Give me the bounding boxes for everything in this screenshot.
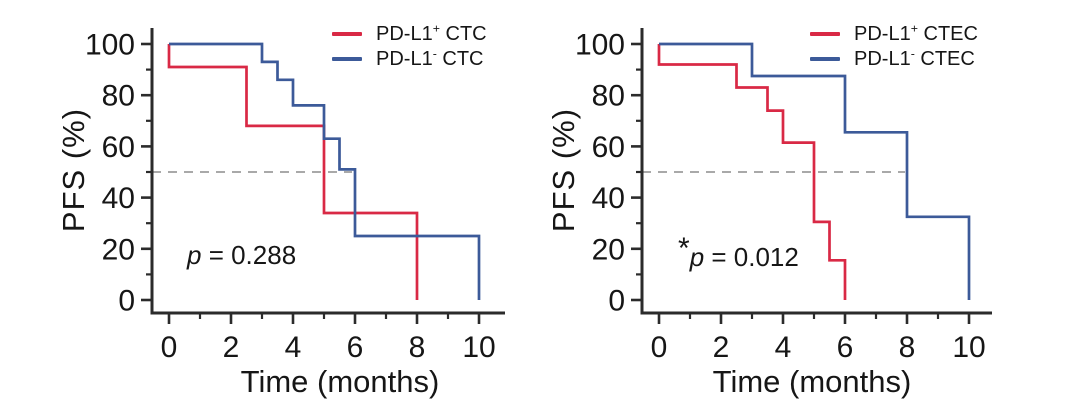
x-axis-label-left: Time (months) [240,364,440,399]
legend-label-sup: - [910,46,915,61]
p-value-left: p = 0.288 [187,240,296,271]
legend-item: PD-L1- CTEC [810,46,978,70]
legend-label-prefix: PD-L1 [854,23,911,45]
y-tick-label: 80 [102,80,135,113]
y-tick-label: 0 [118,285,135,318]
legend-item: PD-L1- CTC [332,46,487,70]
legend-label-rest: CTEC [917,23,978,45]
x-tick-label: 10 [952,331,985,364]
legend-line-pdl1-negative-ctc [332,57,362,61]
km-chart-ctec: 0 20 40 60 80 100 0 2 4 6 8 10 [575,28,992,364]
km-curve-pdl1-negative [169,42,481,300]
legend-right: PD-L1+ CTEC PD-L1- CTEC [810,21,978,70]
y-axis-label-left: PFS (%) [56,107,91,233]
legend-label: PD-L1+ CTEC [854,21,978,45]
x-tick-label: 0 [651,331,668,364]
km-curve-pdl1-positive [657,44,847,300]
y-tick-label: 100 [85,29,135,62]
km-curve-pdl1-negative [659,42,971,300]
x-axis-label-right: Time (months) [712,364,912,399]
legend-line-pdl1-positive-ctc [332,32,362,36]
legend-label-sup: - [432,46,437,61]
x-tick-label: 4 [285,331,302,364]
km-chart-ctc: 0 20 40 60 80 100 0 2 4 6 8 10 [85,28,505,364]
x-tick-label: 8 [409,331,426,364]
p-symbol: p [689,242,705,272]
x-tick-label: 8 [899,331,916,364]
x-tick-label: 10 [462,331,495,364]
km-curve-pdl1-positive [167,44,419,300]
y-tick-label: 60 [102,131,135,164]
y-axis-label-right: PFS (%) [546,107,581,233]
legend-label: PD-L1+ CTC [376,21,487,45]
x-tick-label: 2 [223,331,240,364]
y-tick-label: 20 [592,233,625,266]
legend-item: PD-L1+ CTEC [810,21,978,45]
legend-label-rest: CTEC [914,48,975,70]
y-tick-label: 0 [608,285,625,318]
x-tick-label: 0 [161,331,178,364]
legend-line-pdl1-negative-ctec [810,57,840,61]
legend-label: PD-L1- CTC [376,46,484,70]
x-tick-label: 4 [775,331,792,364]
legend-left: PD-L1+ CTC PD-L1- CTC [332,21,487,70]
p-value-right: *p = 0.012 [678,234,799,273]
legend-label-prefix: PD-L1 [376,48,433,70]
legend-label-rest: CTC [436,48,484,70]
y-tick-label: 40 [592,182,625,215]
legend-label-sup: + [432,21,440,36]
y-tick-label: 80 [592,80,625,113]
legend-label-prefix: PD-L1 [854,48,911,70]
y-tick-label: 20 [102,233,135,266]
legend-item: PD-L1+ CTC [332,21,487,45]
p-symbol: p [187,240,202,270]
x-tick-label: 6 [837,331,854,364]
x-tick-label: 2 [713,331,730,364]
legend-label-rest: CTC [439,23,487,45]
legend-label: PD-L1- CTEC [854,46,975,70]
legend-label-sup: + [910,21,918,36]
y-tick-label: 60 [592,131,625,164]
y-tick-label: 40 [102,182,135,215]
legend-line-pdl1-positive-ctec [810,32,840,36]
p-value-text: = 0.012 [704,242,799,272]
legend-label-prefix: PD-L1 [376,23,433,45]
x-tick-label: 6 [347,331,364,364]
significance-star: * [678,232,690,266]
p-value-text: = 0.288 [201,240,297,270]
y-tick-label: 100 [575,29,625,62]
